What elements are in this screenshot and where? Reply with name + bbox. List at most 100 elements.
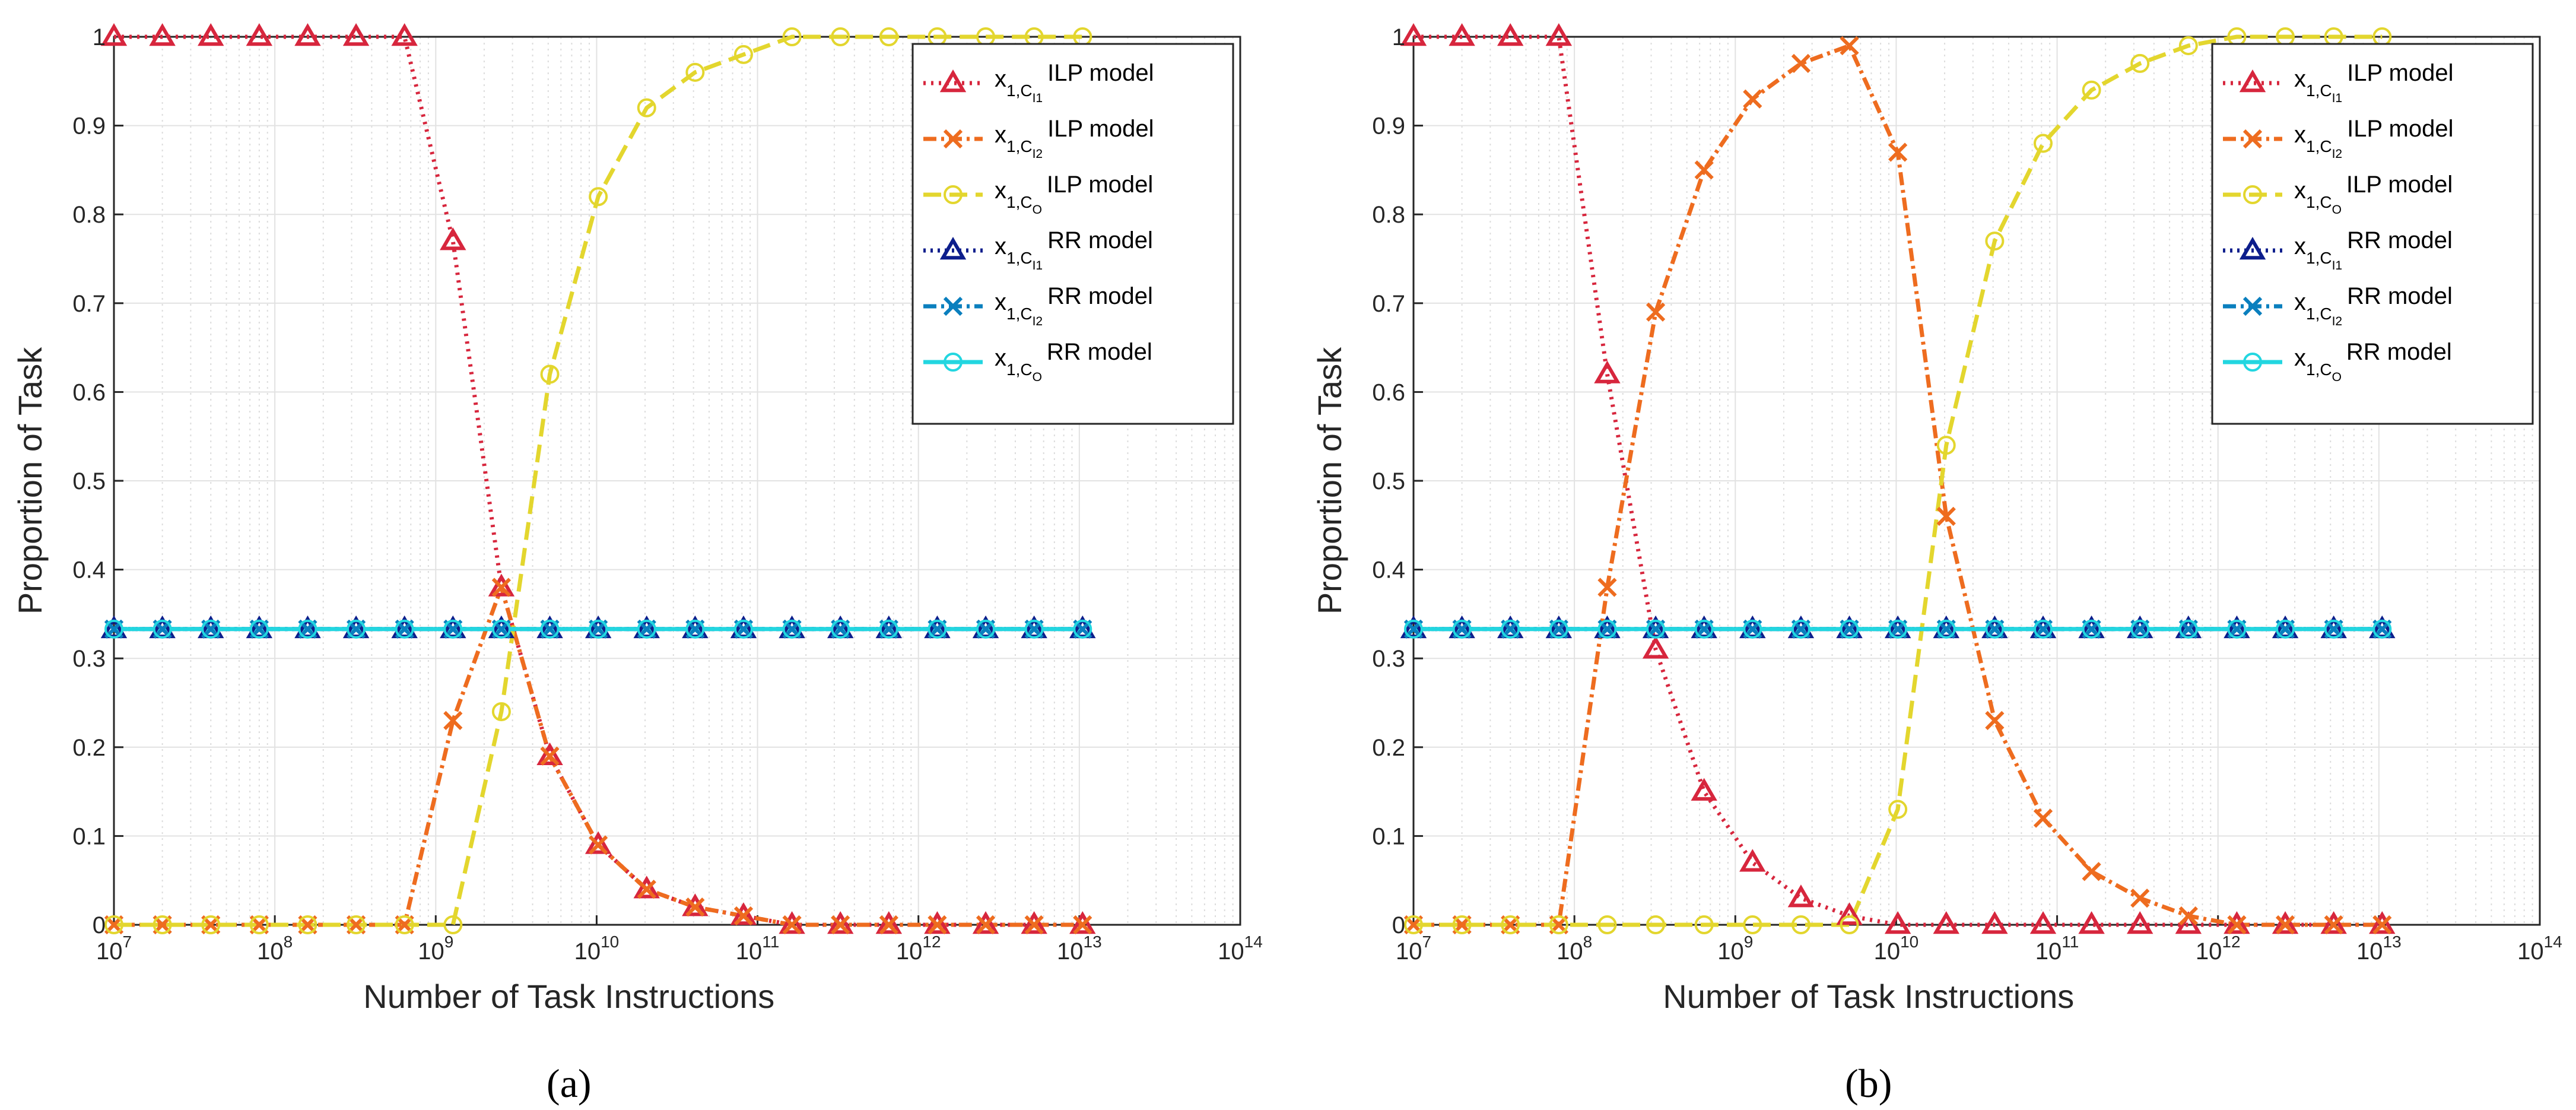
legend-label-s3: x1,COILP model	[995, 172, 1153, 217]
chart-panel-a: 107 108 109 1010 1011 1012 1013 1014 0 0.1 0.2 0.3 0…	[11, 23, 1263, 1106]
legend-marker-s4	[2239, 237, 2266, 260]
legend-label-s5: x1,CI2RR model	[2294, 283, 2453, 328]
data-point-s2	[589, 835, 608, 855]
data-point-s3	[443, 915, 463, 934]
data-point-s6	[928, 619, 947, 639]
data-point-s6	[1791, 619, 1810, 639]
data-point-s1	[1497, 23, 1524, 46]
data-point-s2	[831, 915, 850, 935]
data-point-s1	[875, 911, 903, 934]
y-tick-label: 0	[93, 912, 106, 938]
data-point-s6	[831, 619, 850, 639]
series-line-s3	[114, 34, 1083, 927]
x-tick-label: 108	[257, 933, 293, 965]
data-point-s6	[395, 619, 414, 639]
data-point-s1	[1787, 884, 1815, 908]
legend-marker-s5	[2243, 296, 2263, 316]
legend-label-s2: x1,CI2ILP model	[995, 116, 1154, 161]
data-point-s2	[1694, 160, 1714, 180]
y-tick-label: 0.8	[72, 202, 106, 228]
legend-label-s4: x1,CI1RR model	[995, 227, 1153, 272]
x-tick-label: 1010	[1874, 933, 1919, 965]
data-point-s1	[633, 876, 660, 899]
data-point-s6	[104, 619, 123, 639]
data-point-s3	[733, 45, 753, 64]
data-point-s2	[782, 915, 802, 935]
data-point-s1	[488, 573, 515, 597]
data-point-s2	[928, 915, 947, 935]
x-tick-label: 1013	[1057, 933, 1102, 965]
data-point-s2	[2178, 906, 2198, 926]
legend-label-s1: x1,CI1ILP model	[995, 60, 1154, 105]
data-point-s3	[1452, 915, 1472, 934]
data-point-s2	[1888, 142, 1908, 162]
series-line-s3	[1414, 34, 2383, 927]
x-tick-label: 107	[1396, 933, 1431, 965]
data-point-s6	[1452, 619, 1472, 639]
data-point-s3	[2082, 80, 2101, 100]
data-point-s1	[342, 23, 370, 46]
data-point-s6	[2130, 619, 2150, 639]
data-point-s6	[1888, 619, 1908, 639]
data-point-s2	[1985, 711, 2005, 731]
data-point-s6	[637, 619, 656, 639]
data-point-s2	[1073, 915, 1092, 935]
data-point-s6	[2227, 619, 2247, 639]
y-tick-label: 0.5	[72, 468, 106, 494]
data-point-s1	[1884, 911, 1911, 934]
data-point-s6	[1840, 619, 1859, 639]
x-tick-label: 1011	[736, 933, 780, 965]
data-point-s2	[1936, 506, 1956, 526]
data-point-s2	[1024, 915, 1044, 935]
data-point-s6	[2276, 619, 2295, 639]
data-point-s6	[2372, 619, 2392, 639]
legend-marker-s2	[943, 129, 963, 149]
legend: x1,CI1ILP model x1,CI2ILP model x1,COILP m…	[911, 43, 1234, 425]
data-point-s3	[1743, 915, 1762, 934]
data-point-s1	[972, 911, 999, 934]
data-point-s1	[1069, 911, 1096, 934]
data-point-s3	[685, 62, 705, 82]
data-point-s1	[536, 742, 563, 765]
data-point-s2	[1743, 89, 1762, 109]
y-tick-label: 0.7	[1372, 291, 1405, 317]
x-tick-label: 107	[96, 933, 132, 965]
data-point-s1	[1021, 911, 1047, 934]
data-point-s2	[2082, 862, 2101, 881]
data-point-s6	[491, 619, 511, 639]
data-point-s3	[491, 702, 511, 721]
y-tick-label: 0.6	[72, 379, 106, 405]
data-point-s3	[2130, 53, 2150, 73]
data-point-s6	[298, 619, 317, 639]
data-point-s3	[1597, 915, 1617, 934]
data-point-s1	[779, 911, 805, 934]
legend-marker-s4	[939, 237, 967, 260]
data-point-s3	[1646, 915, 1666, 934]
data-point-s6	[201, 619, 221, 639]
y-tick-label: 0.9	[1372, 113, 1405, 139]
x-tick-label: 1010	[574, 933, 620, 965]
legend-marker-s1	[939, 69, 967, 93]
legend-marker-s1	[2239, 69, 2266, 93]
data-point-s6	[1985, 619, 2005, 639]
data-point-s1	[2029, 911, 2057, 934]
data-point-s6	[879, 619, 898, 639]
data-point-s1	[1933, 911, 1959, 934]
y-tick-label: 0.1	[1372, 823, 1405, 849]
data-point-s2	[2275, 915, 2295, 935]
data-point-s2	[1791, 53, 1811, 74]
data-point-s2	[2324, 915, 2343, 935]
data-point-s1	[1594, 360, 1621, 383]
data-point-s6	[685, 619, 705, 639]
data-point-s6	[1936, 619, 1956, 639]
data-point-s3	[249, 915, 269, 934]
data-point-s3	[540, 364, 560, 384]
legend-marker-s6	[944, 353, 963, 372]
legend-label-s3: x1,COILP model	[2294, 172, 2453, 217]
x-axis-title: Number of Task Instructions	[363, 978, 774, 1015]
data-point-s1	[198, 23, 224, 46]
x-tick-label: 109	[1717, 933, 1753, 965]
data-point-s3	[347, 915, 366, 934]
data-point-s6	[1024, 619, 1044, 639]
data-point-s1	[2369, 911, 2396, 934]
